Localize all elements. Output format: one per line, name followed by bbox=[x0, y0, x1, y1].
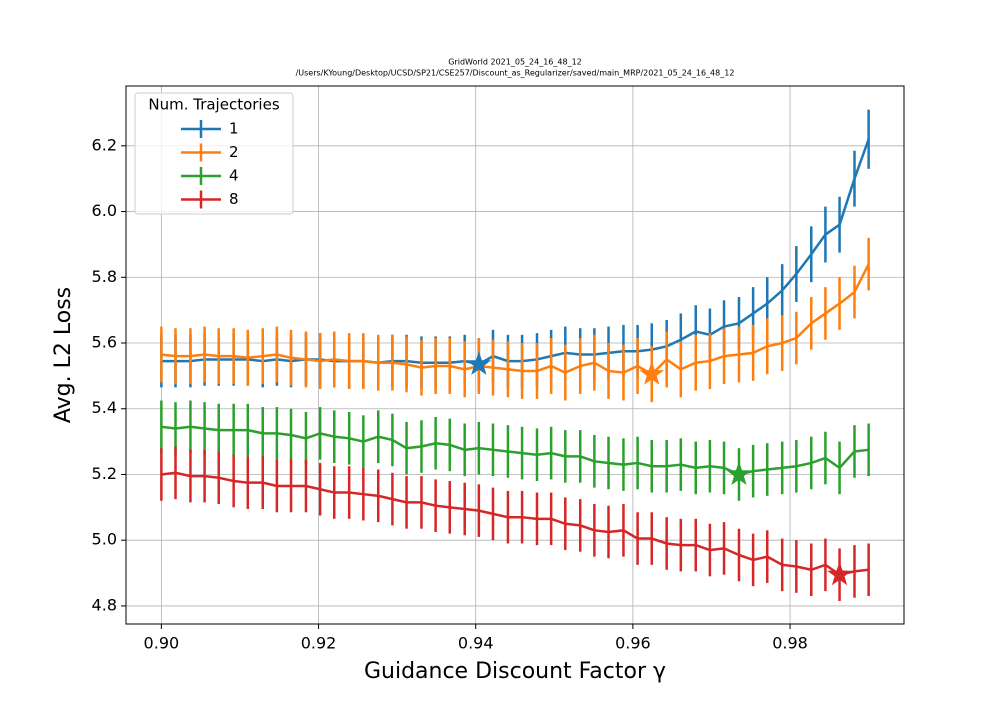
y-tick-label: 5.6 bbox=[92, 333, 117, 352]
x-tick-label: 0.96 bbox=[615, 634, 651, 653]
legend-label: 8 bbox=[229, 190, 239, 208]
y-tick-label: 5.0 bbox=[92, 530, 117, 549]
legend-label: 1 bbox=[229, 120, 239, 138]
series-line bbox=[161, 263, 870, 376]
x-axis-label: Guidance Discount Factor γ bbox=[364, 659, 666, 684]
series-line bbox=[161, 425, 869, 476]
y-tick-label: 5.4 bbox=[92, 398, 117, 417]
series-line bbox=[161, 471, 869, 577]
series-line bbox=[161, 138, 870, 366]
x-tick-label: 0.94 bbox=[458, 634, 494, 653]
best-marker bbox=[639, 361, 665, 385]
legend-title: Num. Trajectories bbox=[148, 96, 279, 114]
y-tick-label: 4.8 bbox=[92, 595, 117, 614]
x-tick-label: 0.90 bbox=[144, 634, 180, 653]
x-tick-label: 0.92 bbox=[301, 634, 337, 653]
best-marker bbox=[726, 461, 752, 485]
plot-frame bbox=[125, 85, 905, 625]
best-marker bbox=[466, 351, 492, 375]
chart-subtitle: /Users/KYoung/Desktop/UCSD/SP21/CSE257/D… bbox=[296, 69, 735, 78]
y-tick-label: 6.0 bbox=[92, 201, 117, 220]
y-axis-label: Avg. L2 Loss bbox=[51, 287, 76, 423]
chart-title: GridWorld 2021_05_24_16_48_12 bbox=[448, 58, 582, 67]
plot-area: 0.90 0.92 0.94 0.96 0.98 4.8 5.0 5.2 5.4 5.6 5.8 6.… bbox=[92, 85, 905, 653]
y-tick-label: 5.8 bbox=[92, 267, 117, 286]
x-tick-label: 0.98 bbox=[772, 634, 808, 653]
legend-label: 2 bbox=[229, 143, 239, 161]
best-marker bbox=[827, 561, 852, 586]
y-tick-label: 6.2 bbox=[92, 135, 117, 154]
legend-label: 4 bbox=[229, 167, 239, 185]
y-tick-label: 5.2 bbox=[92, 464, 117, 483]
